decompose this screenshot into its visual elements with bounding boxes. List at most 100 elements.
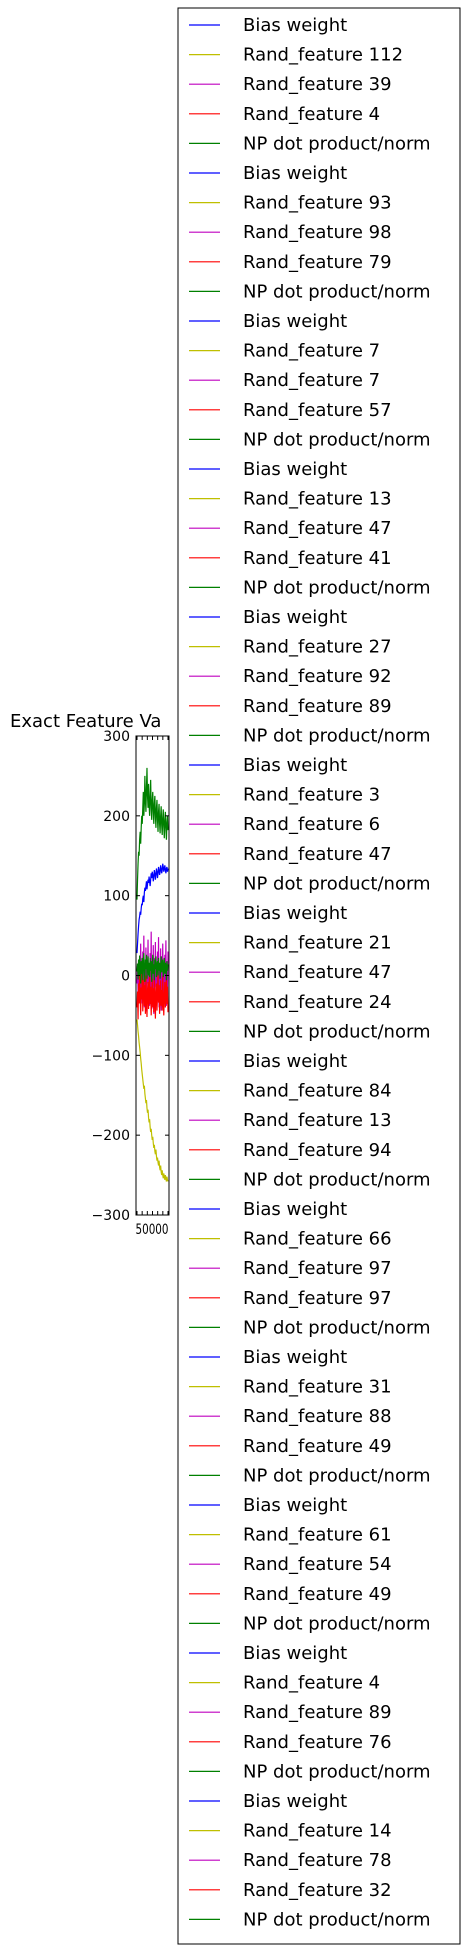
legend-label: Rand_feature 7 [243, 370, 380, 391]
legend-item: Rand_feature 4 [189, 104, 380, 125]
legend-label: Rand_feature 79 [243, 252, 392, 273]
legend-item: Bias weight [189, 1199, 347, 1220]
legend-label: NP dot product/norm [243, 1465, 431, 1486]
legend-item: Bias weight [189, 459, 347, 480]
legend-label: Rand_feature 112 [243, 45, 403, 66]
series-line [136, 863, 169, 954]
legend-item: NP dot product/norm [189, 725, 431, 746]
legend-item: Rand_feature 31 [189, 1377, 392, 1398]
legend-item: NP dot product/norm [189, 1613, 431, 1634]
legend-label: Rand_feature 49 [243, 1436, 392, 1457]
x-tick-labels: 50000 [136, 1222, 169, 1238]
y-tick-label: 200 [103, 809, 130, 825]
legend-label: Rand_feature 78 [243, 1850, 392, 1871]
legend-item: Rand_feature 13 [189, 1110, 392, 1131]
legend-label: NP dot product/norm [243, 1761, 431, 1782]
legend-label: NP dot product/norm [243, 873, 431, 894]
legend-item: Rand_feature 32 [189, 1880, 392, 1901]
legend-item: NP dot product/norm [189, 1021, 431, 1042]
legend-label: NP dot product/norm [243, 1021, 431, 1042]
series-line [136, 767, 169, 900]
legend-item: Bias weight [189, 15, 347, 36]
legend-label: Rand_feature 47 [243, 844, 392, 865]
legend-item: Rand_feature 3 [189, 785, 380, 806]
legend-item: Bias weight [189, 1051, 347, 1072]
x-axis: 50000 [136, 736, 169, 1238]
legend-label: Rand_feature 27 [243, 637, 392, 658]
legend-label: Rand_feature 47 [243, 962, 392, 983]
legend-item: Rand_feature 61 [189, 1525, 392, 1546]
legend-item: Rand_feature 4 [189, 1673, 380, 1694]
legend-label: Rand_feature 6 [243, 814, 380, 835]
y-tick-label: −200 [92, 1128, 130, 1144]
legend-label: Rand_feature 49 [243, 1584, 392, 1605]
legend-label: Rand_feature 32 [243, 1880, 392, 1901]
legend-label: Rand_feature 94 [243, 1140, 392, 1161]
legend-item: Rand_feature 13 [189, 489, 392, 510]
legend-label: NP dot product/norm [243, 1613, 431, 1634]
legend-label: Rand_feature 89 [243, 696, 392, 717]
legend-item: Rand_feature 41 [189, 548, 392, 569]
series-layer [136, 767, 169, 1182]
legend-label: Bias weight [243, 1791, 347, 1812]
legend-label: Bias weight [243, 311, 347, 332]
legend-item: NP dot product/norm [189, 429, 431, 450]
legend-label: Bias weight [243, 459, 347, 480]
legend-label: Rand_feature 92 [243, 666, 392, 687]
legend-item: NP dot product/norm [189, 1909, 431, 1930]
legend-item: Rand_feature 39 [189, 74, 392, 95]
legend-frame [177, 7, 461, 1945]
legend-item: NP dot product/norm [189, 1761, 431, 1782]
legend-label: Bias weight [243, 607, 347, 628]
legend-item: Rand_feature 89 [189, 696, 392, 717]
legend-item: Rand_feature 92 [189, 666, 392, 687]
legend-label: Bias weight [243, 903, 347, 924]
legend-item: Rand_feature 57 [189, 400, 392, 421]
legend-item: Bias weight [189, 1643, 347, 1664]
y-tick-label: −100 [92, 1048, 130, 1064]
legend-label: Rand_feature 54 [243, 1554, 392, 1575]
legend-item: Rand_feature 97 [189, 1258, 392, 1279]
legend-label: Rand_feature 41 [243, 548, 392, 569]
legend-item: NP dot product/norm [189, 577, 431, 598]
legend-item: Rand_feature 97 [189, 1288, 392, 1309]
chart-title: Exact Feature Va [10, 711, 161, 732]
legend-label: Rand_feature 24 [243, 992, 392, 1013]
legend-label: Rand_feature 88 [243, 1406, 392, 1427]
legend-item: Rand_feature 66 [189, 1229, 392, 1250]
legend-label: NP dot product/norm [243, 1317, 431, 1338]
legend-item: Rand_feature 7 [189, 341, 380, 362]
legend-item: Rand_feature 49 [189, 1584, 392, 1605]
legend-item: Rand_feature 14 [189, 1821, 392, 1842]
legend-label: Rand_feature 31 [243, 1377, 392, 1398]
legend-items: Bias weight Rand_feature 112 Rand_feature … [189, 15, 431, 1930]
legend-label: Rand_feature 13 [243, 1110, 392, 1131]
legend-label: NP dot product/norm [243, 1909, 431, 1930]
legend-label: Rand_feature 61 [243, 1525, 392, 1546]
legend-item: Bias weight [189, 163, 347, 184]
legend-item: NP dot product/norm [189, 1317, 431, 1338]
legend-item: Rand_feature 7 [189, 370, 380, 391]
legend: Bias weight Rand_feature 112 Rand_feature … [177, 7, 461, 1945]
plot-area: 300 200 100 0 −100 −200 −300 50000 [92, 729, 170, 1238]
legend-label: Rand_feature 57 [243, 400, 392, 421]
legend-label: Rand_feature 89 [243, 1702, 392, 1723]
legend-label: Rand_feature 13 [243, 489, 392, 510]
legend-label: Bias weight [243, 755, 347, 776]
legend-label: Rand_feature 66 [243, 1229, 392, 1250]
legend-item: Bias weight [189, 607, 347, 628]
legend-label: Rand_feature 93 [243, 193, 392, 214]
legend-item: Rand_feature 47 [189, 962, 392, 983]
legend-item: Rand_feature 93 [189, 193, 392, 214]
y-tick-label: 0 [121, 969, 130, 985]
legend-label: Rand_feature 98 [243, 222, 392, 243]
legend-label: Rand_feature 39 [243, 74, 392, 95]
legend-item: NP dot product/norm [189, 1465, 431, 1486]
legend-item: Rand_feature 27 [189, 637, 392, 658]
legend-item: Bias weight [189, 1495, 347, 1516]
legend-label: NP dot product/norm [243, 281, 431, 302]
legend-label: NP dot product/norm [243, 133, 431, 154]
legend-label: Bias weight [243, 1199, 347, 1220]
legend-item: Bias weight [189, 1347, 347, 1368]
